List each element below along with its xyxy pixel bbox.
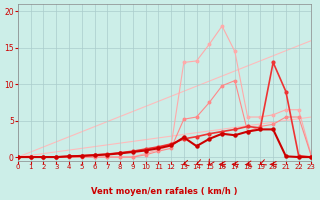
X-axis label: Vent moyen/en rafales ( km/h ): Vent moyen/en rafales ( km/h ) (92, 187, 238, 196)
